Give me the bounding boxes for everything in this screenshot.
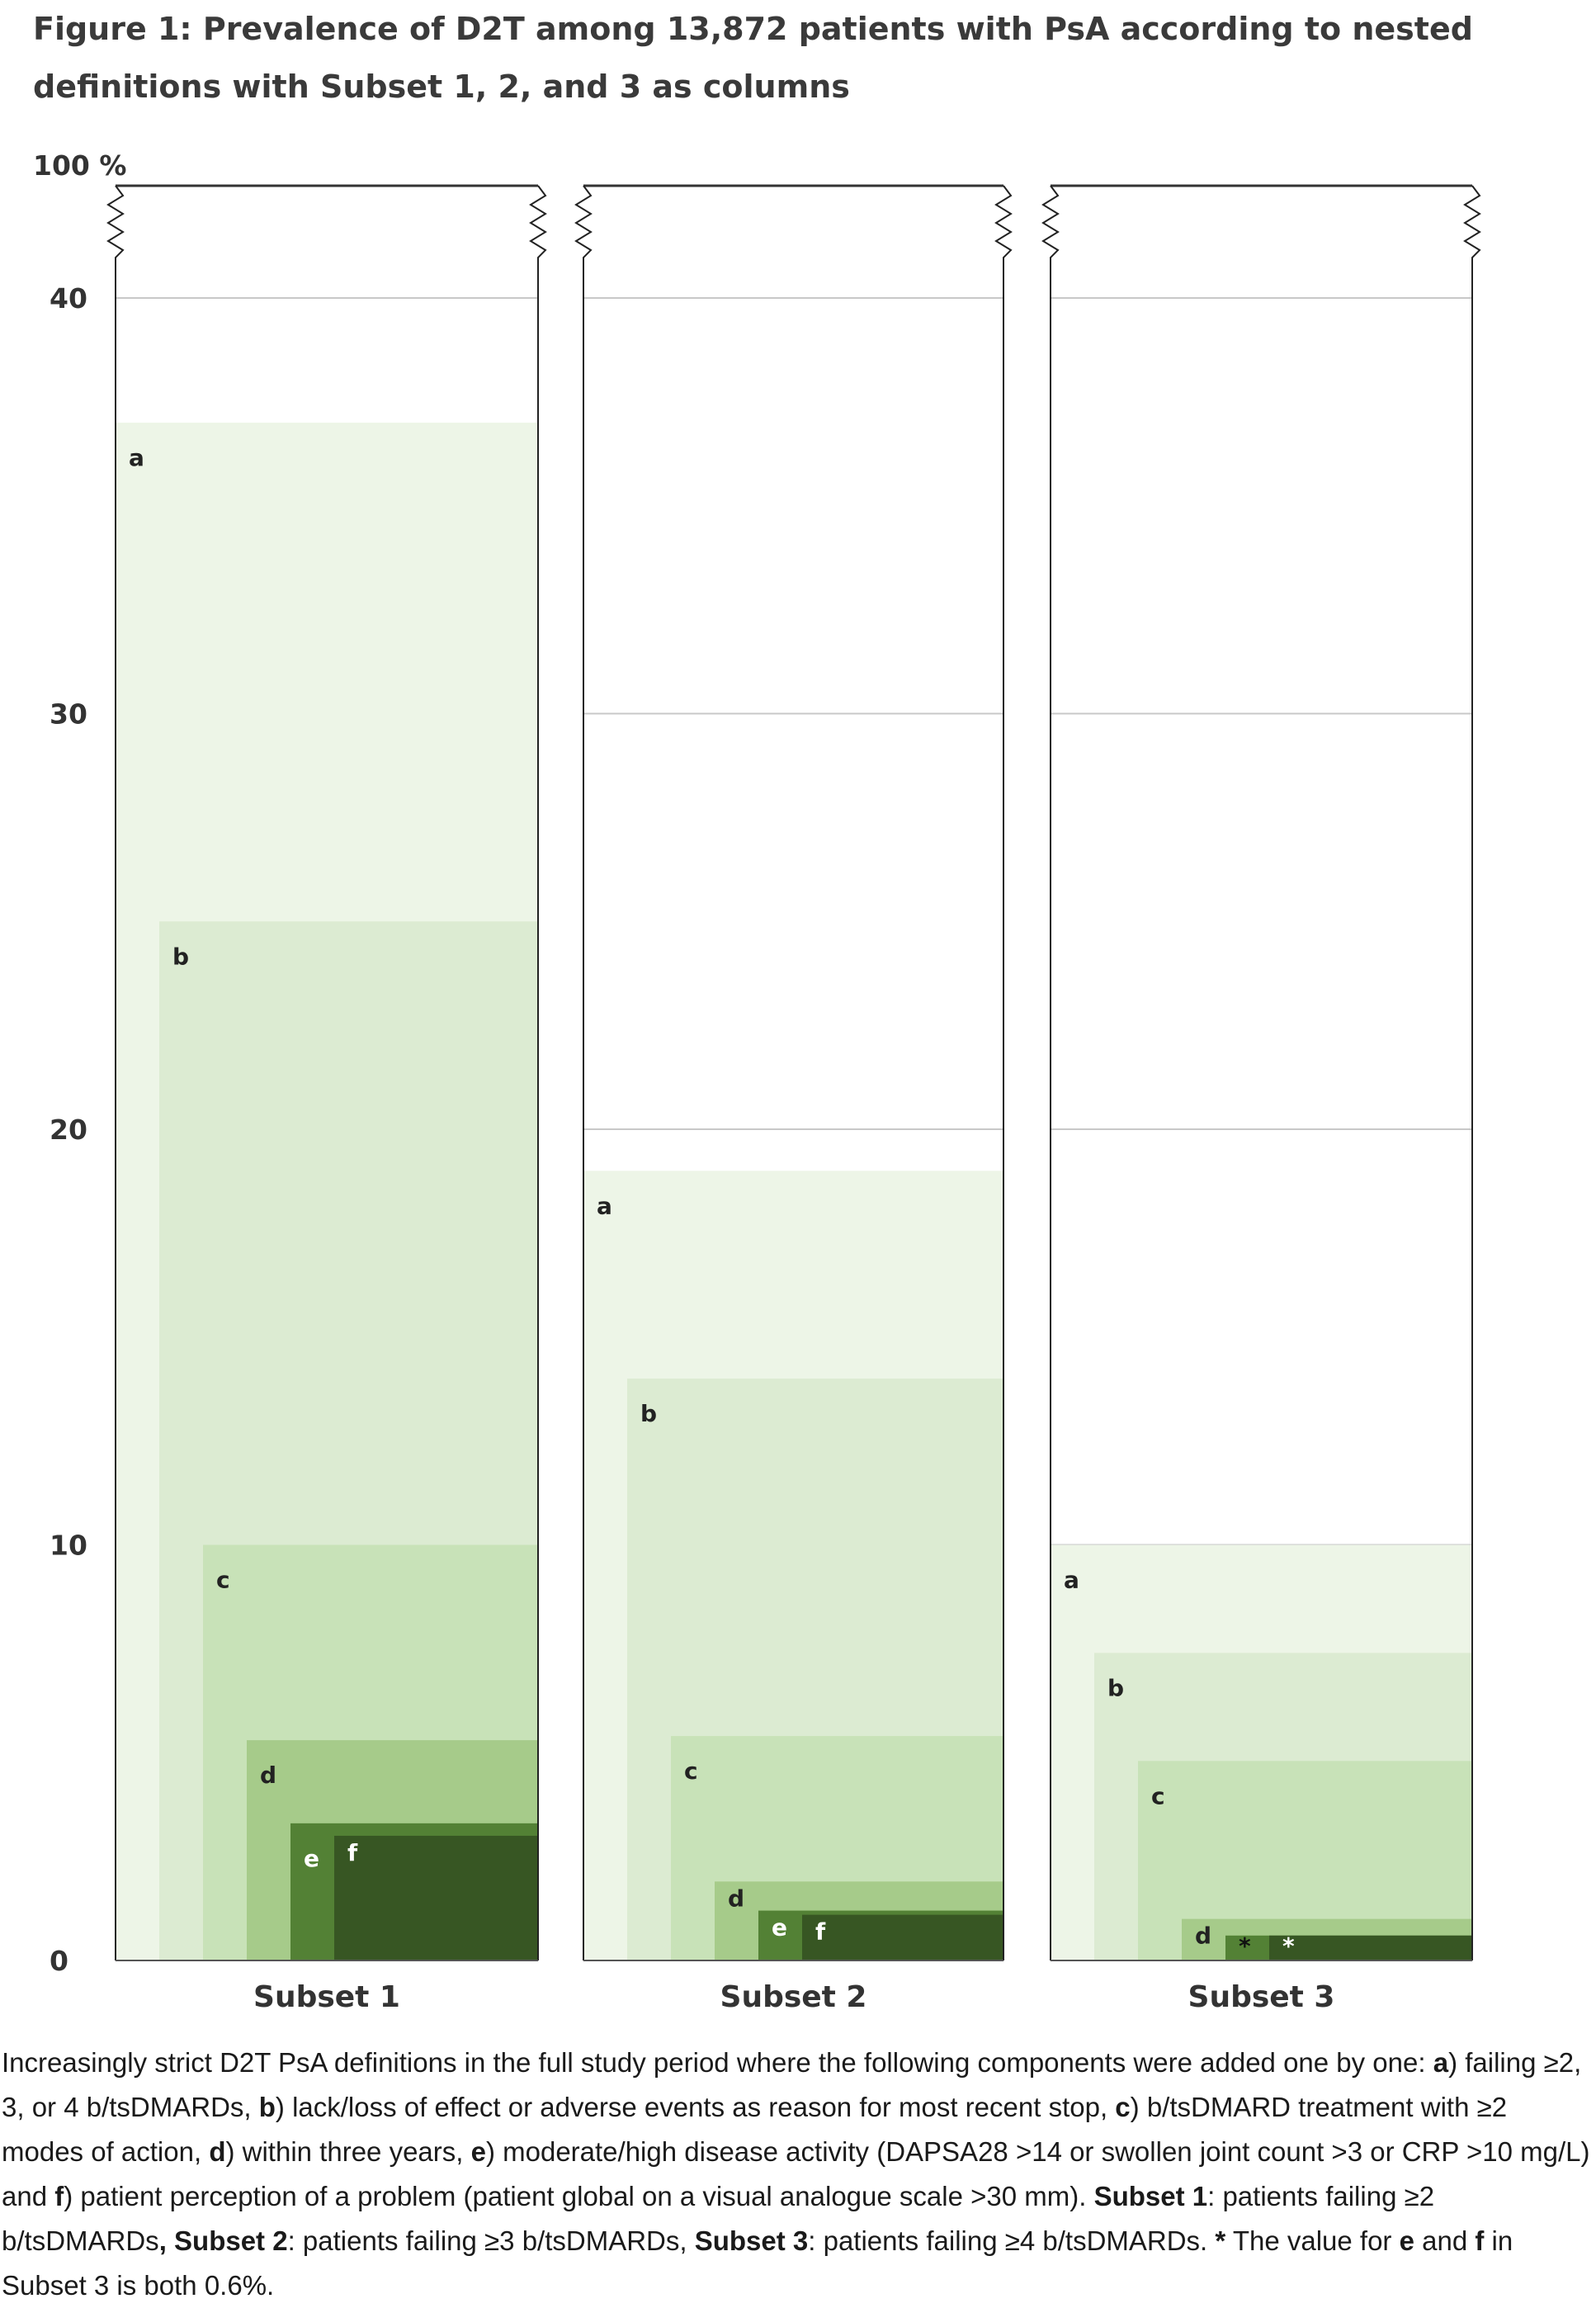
axis-break-left-icon <box>1041 185 1060 298</box>
caption-note-e: e <box>1399 2225 1414 2256</box>
caption-key-c: c <box>1115 2092 1131 2122</box>
y-tick-label: 40 <box>50 282 87 315</box>
bar-f <box>802 1914 1003 1960</box>
caption-text-e: ) moderate/high disease activity (DAPSA2… <box>2 2136 1590 2211</box>
caption-text-d: ) within three years, <box>225 2136 471 2167</box>
figure-caption: Increasingly strict D2T PsA definitions … <box>2 2041 1591 2308</box>
y-tick-label: 20 <box>50 1114 87 1146</box>
caption-subset2-text: : patients failing ≥3 b/tsDMARDs, <box>287 2225 695 2256</box>
caption-subset3-key: Subset 3 <box>694 2225 809 2256</box>
bar-f <box>1269 1935 1472 1960</box>
caption-note-and: and <box>1414 2225 1476 2256</box>
axis-break-right-icon <box>529 185 547 298</box>
caption-text-b: ) lack/loss of effect or adverse events … <box>275 2092 1116 2122</box>
caption-key-f: f <box>54 2181 64 2211</box>
caption-subset3-text: : patients failing ≥4 b/tsDMARDs. <box>808 2225 1216 2256</box>
caption-note-f: f <box>1475 2225 1485 2256</box>
bar-label-e: * <box>1239 1932 1251 1960</box>
axis-break-left-icon <box>106 185 125 298</box>
caption-text-f: ) patient perception of a problem (patie… <box>64 2181 1094 2211</box>
caption-intro: Increasingly strict D2T PsA definitions … <box>2 2047 1433 2078</box>
axis-break-left-icon <box>574 185 593 298</box>
caption-note-key: * <box>1215 2225 1226 2256</box>
bar-label-b: b <box>172 943 189 970</box>
bar-label-a: a <box>1064 1567 1079 1594</box>
caption-note-text: The value for <box>1225 2225 1400 2256</box>
bar-label-f: f <box>347 1839 358 1866</box>
y-tick-label: 30 <box>50 698 87 731</box>
bar-label-e: e <box>772 1914 787 1941</box>
caption-text-c: ) b/tsDMARD treatment with ≥2 modes of a… <box>2 2092 1508 2167</box>
y-tick-label: 0 <box>50 1945 68 1977</box>
x-tick-label: Subset 3 <box>1188 1980 1335 2014</box>
bar-label-d: d <box>728 1885 744 1912</box>
caption-key-e: e <box>470 2136 486 2167</box>
x-tick-label: Subset 2 <box>720 1980 867 2014</box>
bar-label-a: a <box>129 444 144 471</box>
prevalence-chart: 0 10 20 30 40 100 % a b c d e f a b c d e f a b c d * * Subset 1… <box>33 149 1481 2014</box>
bar-label-f: f <box>815 1918 826 1946</box>
bar-label-d: d <box>1195 1923 1211 1950</box>
y-axis-top-label: 100 % <box>33 149 126 182</box>
bar-label-f: * <box>1282 1932 1295 1960</box>
caption-key-d: d <box>209 2136 226 2167</box>
bar-label-d: d <box>260 1762 276 1789</box>
caption-text-a: ) failing ≥2, 3, or 4 b/tsDMARDs, <box>2 2047 1582 2122</box>
bar-label-b: b <box>640 1400 657 1427</box>
column-subset-2: a b c d e f <box>583 1171 1003 1960</box>
caption-key-b: b <box>258 2092 276 2122</box>
x-tick-label: Subset 1 <box>253 1980 400 2014</box>
column-subset-1: a b c d e f <box>116 423 538 1960</box>
bar-label-a: a <box>597 1192 612 1219</box>
bar-label-c: c <box>216 1567 230 1594</box>
caption-subset1-text: : patients failing ≥2 b/tsDMARDs <box>2 2181 1435 2256</box>
figure-title: Figure 1: Prevalence of D2T among 13,872… <box>33 11 1473 105</box>
bar-label-c: c <box>1151 1782 1165 1809</box>
axis-break-right-icon <box>1463 185 1481 298</box>
column-subset-3: a b c d * * <box>1051 1544 1472 1960</box>
y-tick-label: 10 <box>50 1530 87 1562</box>
caption-key-a: a <box>1433 2047 1449 2078</box>
bar-label-c: c <box>684 1757 698 1785</box>
caption-subset1-key: Subset 1 <box>1093 2181 1208 2211</box>
caption-subset2-key: , Subset 2 <box>158 2225 288 2256</box>
bar-label-b: b <box>1107 1674 1124 1701</box>
bar-f <box>334 1835 538 1960</box>
axis-break-right-icon <box>994 185 1013 298</box>
bar-label-e: e <box>304 1845 319 1872</box>
caption-note-end: in Subset 3 is both 0.6%. <box>2 2225 1513 2301</box>
